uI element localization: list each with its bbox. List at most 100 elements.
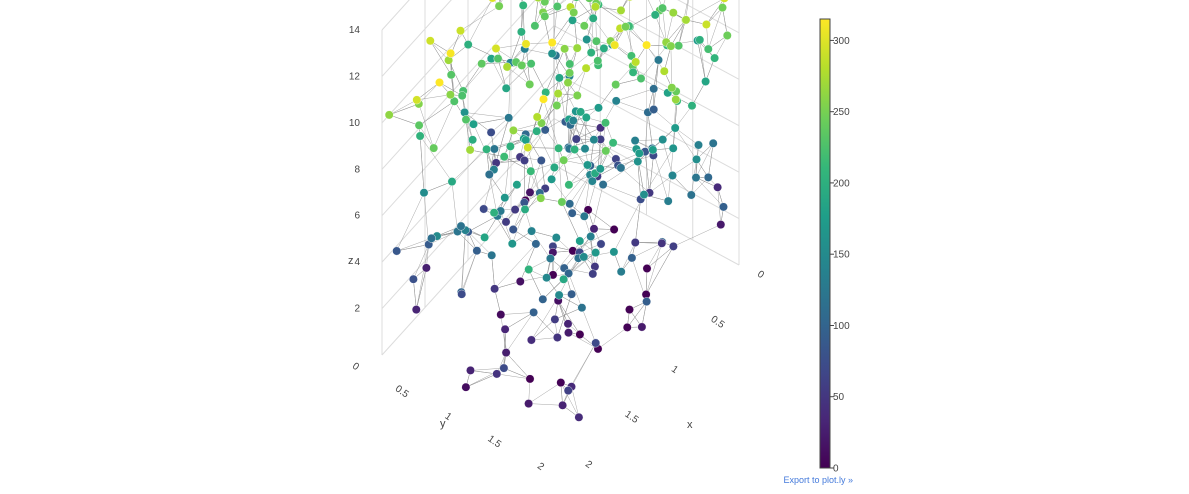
network-node[interactable]	[589, 135, 599, 145]
network-node[interactable]	[521, 39, 531, 49]
network-node[interactable]	[722, 31, 732, 40]
network-node[interactable]	[563, 78, 573, 88]
network-node[interactable]	[447, 177, 457, 187]
network-node[interactable]	[657, 238, 667, 248]
network-node[interactable]	[625, 305, 634, 314]
network-node[interactable]	[525, 374, 535, 384]
network-node[interactable]	[469, 119, 478, 129]
network-node[interactable]	[555, 73, 564, 83]
network-node[interactable]	[648, 145, 658, 155]
network-node[interactable]	[668, 8, 678, 18]
network-node[interactable]	[701, 77, 710, 86]
network-node[interactable]	[580, 144, 590, 154]
network-node[interactable]	[490, 284, 499, 294]
network-node[interactable]	[592, 36, 601, 46]
network-node[interactable]	[572, 0, 580, 2]
network-node[interactable]	[650, 10, 660, 20]
network-node[interactable]	[547, 38, 557, 47]
network-node[interactable]	[702, 20, 711, 29]
network-node[interactable]	[499, 363, 509, 373]
network-node[interactable]	[502, 62, 512, 72]
network-node[interactable]	[479, 204, 489, 214]
network-node[interactable]	[507, 239, 517, 249]
network-node[interactable]	[654, 55, 663, 65]
network-node[interactable]	[591, 248, 600, 258]
export-to-plotly-link[interactable]: Export to plot.ly »	[783, 475, 853, 485]
network-node[interactable]	[550, 314, 560, 324]
network-node[interactable]	[630, 238, 640, 247]
network-node[interactable]	[637, 322, 647, 332]
network-node[interactable]	[501, 217, 511, 227]
network-node[interactable]	[425, 36, 435, 46]
network-node[interactable]	[539, 94, 548, 104]
network-node[interactable]	[493, 54, 503, 63]
network-node[interactable]	[509, 125, 518, 135]
network-node[interactable]	[649, 105, 659, 114]
network-node[interactable]	[694, 140, 703, 150]
network-node[interactable]	[532, 126, 542, 136]
network-node[interactable]	[595, 164, 605, 174]
network-node[interactable]	[567, 289, 576, 299]
network-node[interactable]	[568, 15, 577, 25]
network-node[interactable]	[576, 107, 585, 117]
network-node[interactable]	[504, 113, 514, 123]
network-node[interactable]	[570, 145, 579, 154]
network-node[interactable]	[681, 15, 691, 25]
network-node[interactable]	[536, 156, 546, 165]
network-node[interactable]	[540, 125, 550, 135]
network-node[interactable]	[508, 225, 518, 234]
network-node[interactable]	[589, 224, 599, 234]
network-node[interactable]	[586, 48, 596, 57]
network-node[interactable]	[546, 254, 555, 263]
network-node[interactable]	[571, 134, 581, 144]
network-node[interactable]	[671, 95, 681, 104]
network-node[interactable]	[608, 138, 618, 148]
network-node[interactable]	[719, 202, 728, 212]
network-node[interactable]	[691, 173, 701, 183]
network-node[interactable]	[466, 365, 475, 375]
network-node[interactable]	[552, 2, 562, 11]
network-node[interactable]	[716, 220, 726, 230]
network-node[interactable]	[692, 154, 701, 164]
network-node[interactable]	[687, 101, 697, 111]
network-node[interactable]	[674, 41, 683, 51]
network-node[interactable]	[621, 22, 630, 32]
network-node[interactable]	[554, 290, 564, 300]
network-node[interactable]	[556, 378, 566, 387]
network-node[interactable]	[588, 269, 598, 279]
network-node[interactable]	[491, 44, 501, 53]
network-node[interactable]	[427, 233, 436, 243]
network-node[interactable]	[587, 176, 597, 186]
network-node[interactable]	[457, 289, 467, 299]
network-node[interactable]	[591, 2, 600, 12]
network-node[interactable]	[669, 241, 678, 251]
network-node[interactable]	[601, 146, 611, 156]
network-node[interactable]	[588, 13, 598, 23]
network-node[interactable]	[585, 0, 594, 3]
network-node[interactable]	[456, 221, 466, 231]
network-node[interactable]	[527, 226, 536, 236]
network-node[interactable]	[581, 63, 591, 73]
network-node[interactable]	[667, 83, 677, 93]
network-node[interactable]	[627, 51, 636, 61]
network-node[interactable]	[537, 118, 546, 128]
network-node[interactable]	[636, 74, 646, 83]
network-node[interactable]	[628, 67, 638, 77]
network-node[interactable]	[553, 89, 563, 99]
network-node[interactable]	[642, 297, 651, 306]
network-node[interactable]	[532, 112, 542, 122]
network-node[interactable]	[658, 135, 668, 145]
network-node[interactable]	[552, 101, 562, 110]
network-node[interactable]	[414, 120, 424, 130]
network-node[interactable]	[547, 49, 557, 58]
network-node[interactable]	[568, 116, 578, 126]
network-node[interactable]	[446, 48, 455, 58]
network-node[interactable]	[526, 166, 536, 176]
network-node[interactable]	[713, 182, 722, 192]
network-node[interactable]	[609, 225, 619, 234]
network-node[interactable]	[703, 44, 713, 54]
network-node[interactable]	[538, 294, 548, 304]
network-node[interactable]	[565, 59, 575, 69]
network-node[interactable]	[708, 138, 718, 148]
network-node[interactable]	[408, 274, 418, 284]
